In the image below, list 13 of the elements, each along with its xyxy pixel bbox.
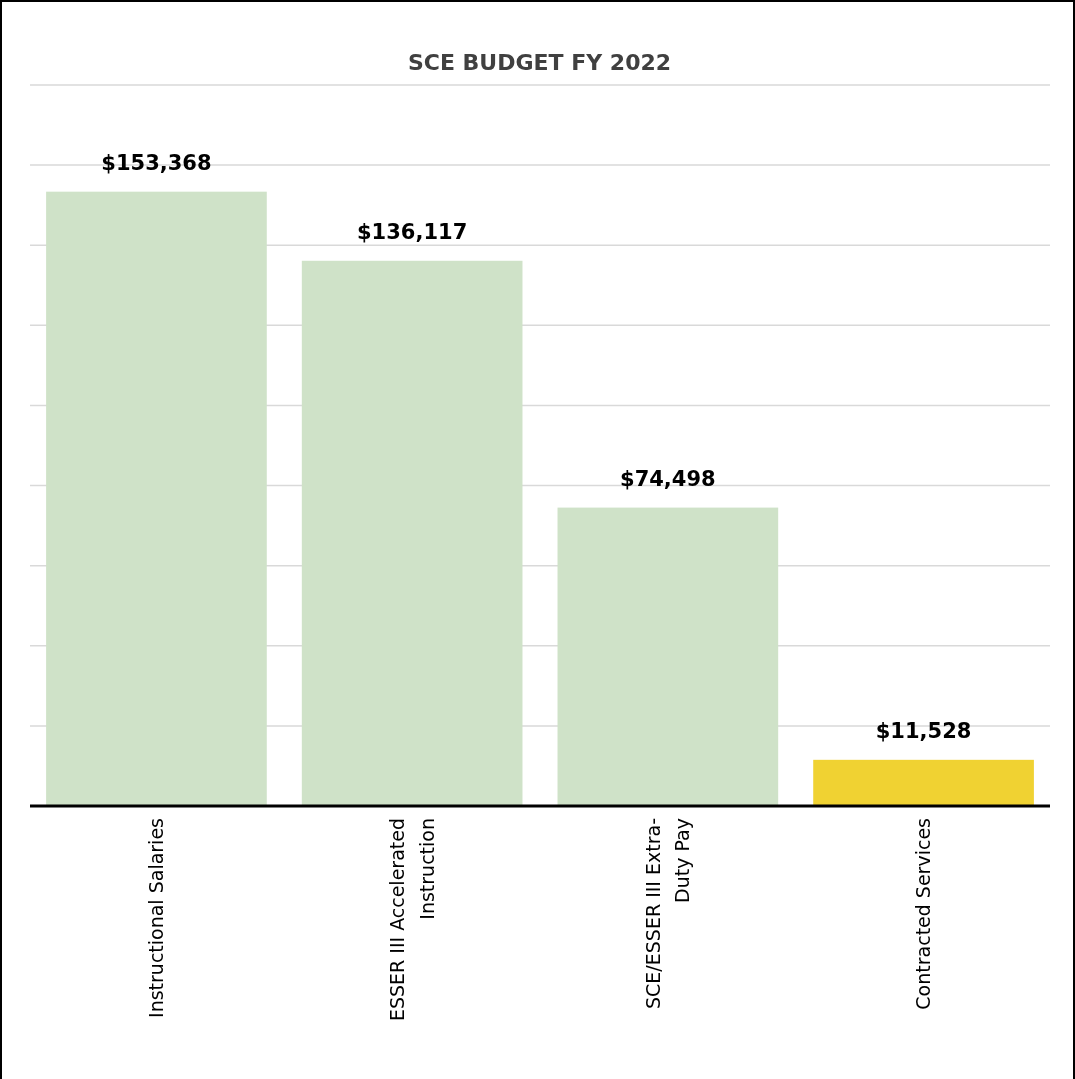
bar bbox=[813, 759, 1034, 806]
x-tick-label: Contracted Services bbox=[912, 818, 935, 1010]
data-label: $136,117 bbox=[357, 219, 468, 244]
bar bbox=[46, 191, 267, 806]
data-label: $11,528 bbox=[875, 718, 972, 743]
bar bbox=[557, 507, 779, 806]
x-tick-label: Instructional Salaries bbox=[145, 818, 168, 1018]
chart-title: SCE BUDGET FY 2022 bbox=[407, 50, 672, 75]
x-tick-label: ESSER III Accelerated Instruction bbox=[385, 818, 438, 1022]
data-label: $74,498 bbox=[620, 466, 716, 491]
x-tick-label: SCE/ESSER III Extra-Duty Pay bbox=[641, 818, 694, 1009]
data-label: $153,368 bbox=[101, 150, 212, 175]
bar bbox=[301, 260, 523, 806]
